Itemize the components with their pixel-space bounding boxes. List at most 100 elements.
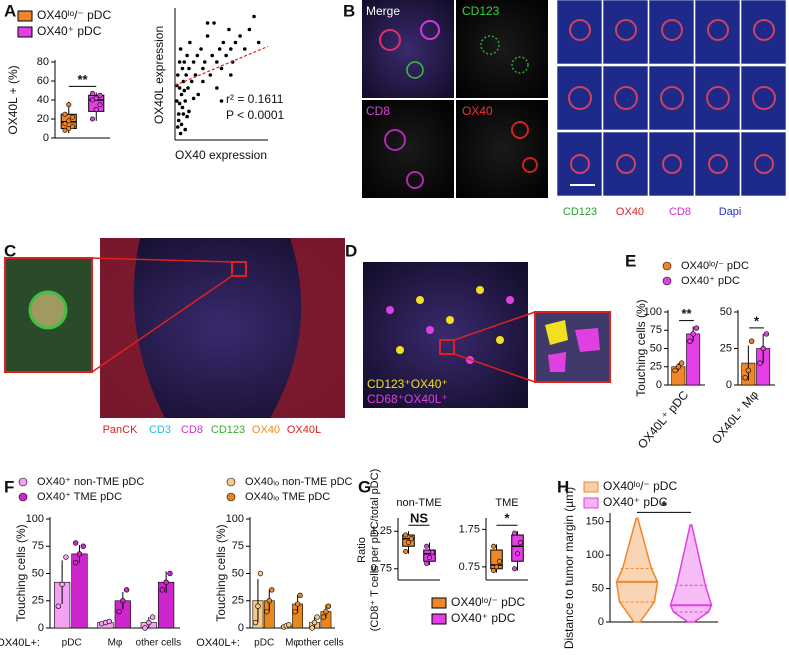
data-point — [325, 603, 332, 609]
bar — [71, 553, 88, 629]
y-axis-label: Ratio — [356, 537, 368, 563]
data-point — [62, 121, 68, 127]
data-point — [320, 614, 327, 620]
panel-subtitle: non-TME — [396, 497, 441, 509]
data-point — [120, 598, 126, 604]
data-point — [264, 608, 270, 615]
panel-subtitle: TME — [495, 497, 518, 509]
legend-label: OX40ˡᵒ/⁻ pDC — [451, 595, 525, 609]
y-axis-label: Touching cells (%) — [634, 299, 648, 396]
data-point — [116, 608, 122, 615]
data-point — [106, 618, 112, 625]
tile-label: CD8 — [366, 104, 390, 118]
channel-label: Dapi — [719, 206, 742, 218]
data-point — [184, 73, 188, 77]
data-point — [93, 95, 99, 101]
x-tick-label: other cells — [298, 638, 344, 649]
data-point — [178, 47, 183, 51]
channel-label: PanCK — [103, 424, 139, 436]
y-tick-label: 0 — [43, 132, 49, 144]
box — [511, 534, 524, 562]
y-tick-label: 75 — [232, 540, 244, 552]
legend-marker — [662, 276, 672, 286]
tile-label: Merge — [366, 4, 400, 18]
legend-label: OX40⁺ pDC — [451, 611, 516, 625]
x-prefix: OX40L+: — [196, 637, 240, 649]
tile-label: OX40 — [462, 104, 493, 118]
legend-marker — [17, 10, 33, 22]
data-point — [403, 532, 409, 538]
data-point — [176, 118, 181, 123]
y-tick-label: 80 — [37, 56, 49, 68]
data-point — [72, 559, 79, 566]
data-point — [186, 86, 190, 90]
data-point — [70, 124, 76, 130]
panel-letter: H — [557, 477, 569, 496]
y-tick-label: 0 — [726, 379, 732, 391]
data-point — [66, 118, 72, 124]
data-point — [286, 622, 292, 628]
data-point — [142, 625, 148, 631]
channel-label: CD3 — [149, 424, 171, 436]
legend-marker — [583, 481, 599, 493]
legend-marker — [431, 613, 447, 625]
data-point — [403, 548, 409, 554]
data-point — [757, 360, 763, 366]
y-tick-label: 40 — [37, 94, 49, 106]
legend-label: OX40⁺ pDC — [603, 495, 668, 509]
data-point — [175, 73, 180, 77]
y-tick-label: 1.25 — [371, 525, 392, 537]
data-point — [187, 66, 191, 71]
data-point — [80, 543, 86, 549]
y-tick-label: 100 — [26, 513, 44, 525]
significance: NS — [410, 511, 428, 526]
data-point — [180, 105, 185, 110]
data-point — [242, 47, 247, 51]
data-point — [178, 131, 183, 136]
y-tick-label: 1.75 — [459, 523, 480, 535]
data-point — [760, 345, 766, 352]
data-point — [149, 614, 156, 620]
data-point — [292, 608, 298, 615]
channel-label: CD8 — [181, 424, 203, 436]
data-point — [196, 92, 201, 97]
data-point — [219, 66, 224, 71]
y-tick-label: 0 — [656, 379, 662, 391]
y-tick-label: 50 — [720, 306, 732, 318]
y-tick-label: 0.75 — [371, 563, 392, 575]
data-point — [309, 625, 315, 631]
data-point — [323, 608, 329, 615]
data-point — [205, 34, 210, 38]
legend-label: OX40⁺ TME pDC — [37, 491, 122, 503]
x-prefix: OX40L+: — [0, 637, 40, 649]
data-point — [195, 53, 200, 58]
fit-line — [174, 45, 269, 86]
y-tick-label: 25 — [32, 595, 44, 607]
data-point — [55, 603, 62, 609]
y-tick-label: 25 — [720, 342, 732, 354]
y-tick-label: 60 — [37, 75, 49, 87]
channel-label: OX40L — [287, 424, 321, 436]
panel-letter: C — [4, 241, 16, 260]
data-point — [191, 96, 196, 101]
y-tick-label: 150 — [586, 516, 604, 528]
x-tick-label: other cells — [136, 638, 182, 649]
panel-letter: B — [343, 1, 355, 20]
significance: * — [504, 511, 510, 526]
data-point — [224, 53, 228, 58]
data-point — [255, 603, 261, 609]
micrograph — [363, 262, 611, 408]
data-point — [745, 367, 752, 374]
x-tick-label: Mφ — [285, 638, 300, 649]
x-tick-label: OX40L⁺ Mφ — [709, 388, 762, 447]
data-point — [408, 536, 414, 542]
data-point — [405, 539, 411, 545]
legend-label: OX40⁺ pDC — [37, 24, 102, 38]
x-tick-label: pDC — [62, 638, 82, 649]
data-point — [215, 86, 219, 90]
panel-letter: A — [4, 1, 16, 20]
data-point — [185, 114, 189, 119]
data-point — [175, 99, 179, 103]
data-point — [247, 27, 252, 32]
data-point — [512, 530, 518, 536]
